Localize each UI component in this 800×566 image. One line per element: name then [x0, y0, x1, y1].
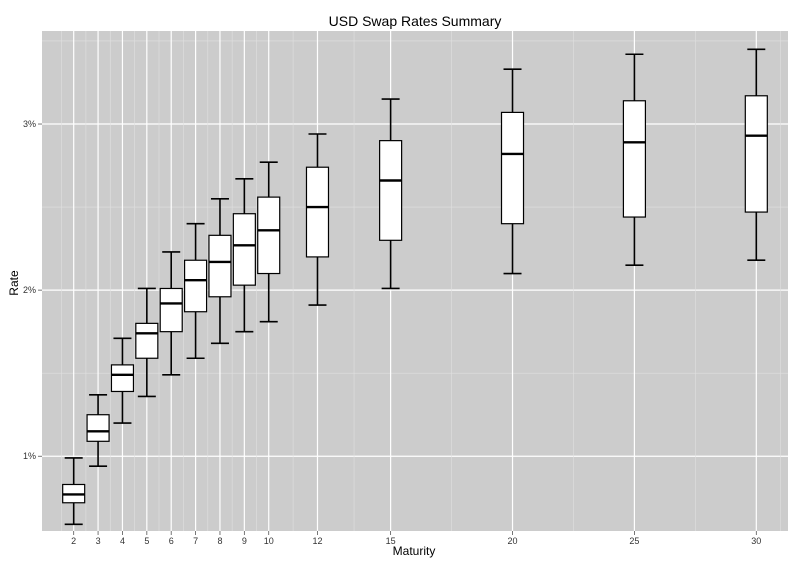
- x-tick-label: 2: [71, 536, 76, 546]
- box-m20: [500, 68, 525, 275]
- x-tick-label: 3: [96, 536, 101, 546]
- box-m4: [110, 337, 135, 424]
- box-m8: [208, 197, 232, 345]
- box-iqr: [208, 234, 232, 298]
- box-iqr: [86, 414, 110, 442]
- box-m9: [232, 178, 256, 333]
- x-tick-label: 12: [312, 536, 322, 546]
- x-tick-label: 20: [508, 536, 518, 546]
- axis-layer: 1% 2% 3% 2 3 4 5 6 7 8 9 10 12 15 20 25 30: [23, 119, 761, 546]
- box-m6: [159, 251, 183, 376]
- chart-title: USD Swap Rates Summary: [329, 13, 502, 29]
- x-tick-label: 9: [242, 536, 247, 546]
- box-m7: [183, 222, 208, 360]
- box-m15: [379, 98, 403, 290]
- box-iqr: [232, 213, 256, 286]
- x-tick-label: 5: [144, 536, 149, 546]
- box-m3: [86, 393, 110, 468]
- x-tick-label: 10: [264, 536, 274, 546]
- x-tick-label: 25: [629, 536, 639, 546]
- box-m25: [622, 53, 647, 267]
- box-m5: [135, 287, 159, 398]
- plot-panel: [42, 31, 788, 531]
- box-m30: [744, 48, 768, 262]
- y-tick-label: 2%: [23, 285, 36, 295]
- x-tick-label: 6: [169, 536, 174, 546]
- y-tick-label: 3%: [23, 119, 36, 129]
- x-tick-label: 30: [751, 536, 761, 546]
- box-iqr: [305, 166, 330, 258]
- box-iqr: [135, 322, 159, 359]
- y-tick-label: 1%: [23, 451, 36, 461]
- x-tick-label: 15: [386, 536, 396, 546]
- x-tick-label: 8: [217, 536, 222, 546]
- box-iqr: [744, 95, 768, 213]
- y-axis-title: Rate: [7, 270, 21, 296]
- box-iqr: [622, 100, 647, 218]
- box-m2: [62, 457, 86, 526]
- box-iqr: [257, 196, 281, 275]
- box-iqr: [183, 259, 208, 313]
- x-tick-label: 4: [120, 536, 125, 546]
- box-m10: [257, 161, 281, 323]
- box-iqr: [500, 111, 525, 225]
- box-iqr: [159, 287, 183, 333]
- box-iqr: [379, 140, 403, 241]
- box-layer: [62, 48, 768, 526]
- box-m12: [305, 133, 330, 306]
- x-axis-title: Maturity: [393, 544, 436, 558]
- box-iqr: [110, 364, 135, 393]
- x-tick-label: 7: [193, 536, 198, 546]
